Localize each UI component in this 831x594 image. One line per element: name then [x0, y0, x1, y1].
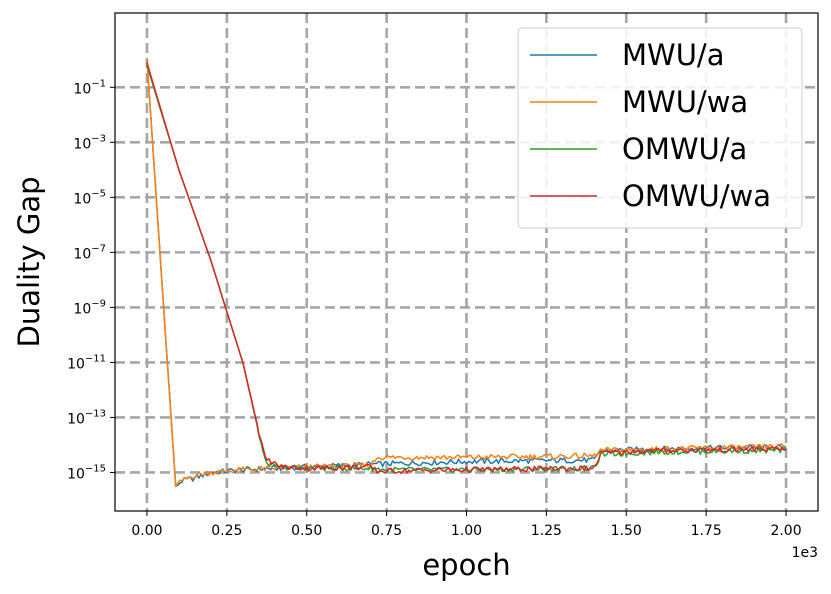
legend-box [517, 27, 803, 229]
x-tick-label: 0.00 [131, 523, 162, 539]
legend-label: MWU/wa [622, 85, 748, 119]
x-tick-label: 1.00 [451, 523, 482, 539]
x-axis-label: epoch [422, 548, 510, 582]
x-axis-offset-label: 1e3 [792, 545, 818, 561]
legend-label: MWU/a [622, 38, 724, 72]
x-tick-label: 1.50 [611, 523, 642, 539]
x-tick-label: 0.75 [371, 523, 402, 539]
x-tick-label: 0.50 [291, 523, 322, 539]
x-tick-label: 1.25 [531, 523, 562, 539]
legend-label: OMWU/a [622, 132, 747, 166]
x-tick-label: 0.25 [211, 523, 242, 539]
x-tick-label: 2.00 [770, 523, 801, 539]
x-tick-label: 1.75 [691, 523, 722, 539]
series-line-omwu-wa [146, 62, 787, 474]
y-axis-label: Duality Gap [12, 177, 46, 348]
x-axis-ticks: 0.00 0.25 0.50 0.75 1.00 1.25 1.50 1.75 2.00 [131, 511, 802, 539]
legend: MWU/a MWU/wa OMWU/a OMWU/wa [517, 27, 803, 229]
legend-label: OMWU/wa [622, 179, 771, 213]
series-layer [146, 59, 787, 487]
